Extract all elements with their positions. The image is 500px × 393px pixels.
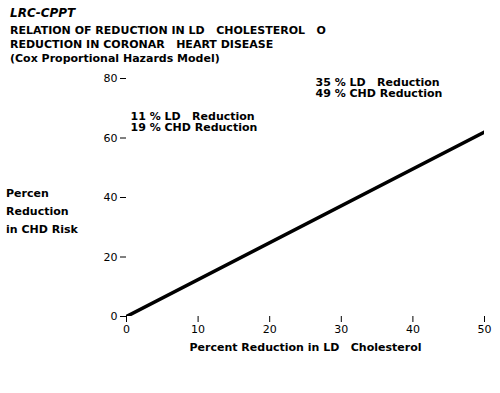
svg-text:35 % LD Reduction49 % CHD Re: 35 % LD Reduction49 % CHD Reduction (316, 76, 443, 100)
svg-text:30: 30 (334, 323, 348, 336)
svg-text:20: 20 (104, 251, 118, 264)
html-text:LRC-CPPT: LRC-CPPT (10, 6, 76, 20)
svg-text:Percent Reduction in LD Chol: Percent Reduction in LD Cholesterol (189, 341, 421, 354)
html-text:Percen: Percen (6, 187, 49, 200)
svg-text:80: 80 (104, 72, 118, 85)
html-text:RELATION OF REDUCTION IN LD CH: RELATION OF REDUCTION IN LD CHOLESTEROL … (10, 24, 326, 37)
html-text:(Cox Proportional Hazards Mode: (Cox Proportional Hazards Model) (10, 52, 220, 65)
html-text:in CHD Risk: in CHD Risk (6, 223, 78, 236)
svg-text:10: 10 (191, 323, 205, 336)
svg-text:0: 0 (123, 323, 130, 336)
svg-text:50: 50 (478, 323, 492, 336)
svg-text:40: 40 (406, 323, 420, 336)
svg-text:60: 60 (104, 132, 118, 145)
svg-text:11 % LD Reduction19 % CHD Re: 11 % LD Reduction19 % CHD Reduction (131, 110, 258, 134)
svg-text:20: 20 (263, 323, 277, 336)
html-text:REDUCTION IN CORONAR HEART DIS: REDUCTION IN CORONAR HEART DISEASE (10, 38, 274, 51)
html-text:Reduction: Reduction (6, 205, 69, 218)
svg-text:40: 40 (104, 191, 118, 204)
svg-text:0: 0 (111, 310, 118, 323)
